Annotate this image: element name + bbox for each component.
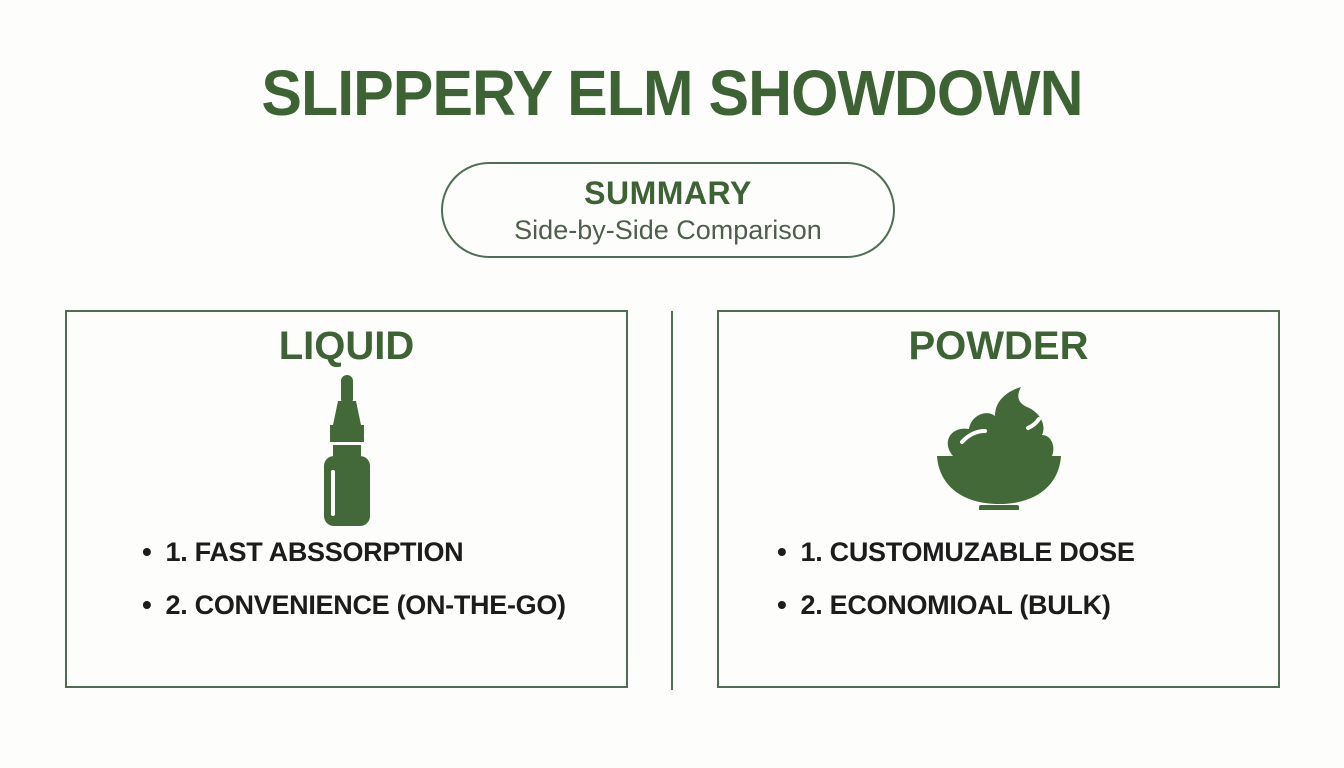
liquid-benefit-list: 1. FAST ABSSORPTION 2. CONVENIENCE (ON-T…: [142, 536, 567, 642]
powder-benefit-list: 1. CUSTOMUZABLE DOSE 2. ECONOMIOAL (BULK…: [777, 536, 1135, 642]
summary-badge-label: SUMMARY: [584, 174, 752, 211]
powder-bowl-icon: [719, 384, 1278, 510]
list-item: 2. CONVENIENCE (ON-THE-GO): [142, 589, 567, 621]
liquid-card: LIQUID 1. FAST ABSSORPTION 2. CONVENIENC…: [65, 310, 628, 688]
page-title: SLIPPERY ELM SHOWDOWN: [261, 57, 1083, 129]
powder-card-title: POWDER: [908, 324, 1089, 368]
list-item: 1. FAST ABSSORPTION: [142, 536, 566, 568]
list-item: 2. ECONOMIOAL (BULK): [777, 589, 1135, 621]
summary-badge-sublabel: Side-by-Side Comparison: [514, 214, 822, 245]
liquid-card-title: LIQUID: [278, 324, 415, 368]
vertical-divider: [671, 311, 673, 690]
summary-badge: SUMMARY Side-by-Side Comparison: [441, 162, 895, 258]
dropper-bottle-icon: [67, 375, 626, 527]
powder-card: POWDER 1. CUSTOMUZABLE DOSE 2. ECONOMIOA…: [717, 310, 1280, 688]
list-item: 1. CUSTOMUZABLE DOSE: [777, 536, 1135, 568]
